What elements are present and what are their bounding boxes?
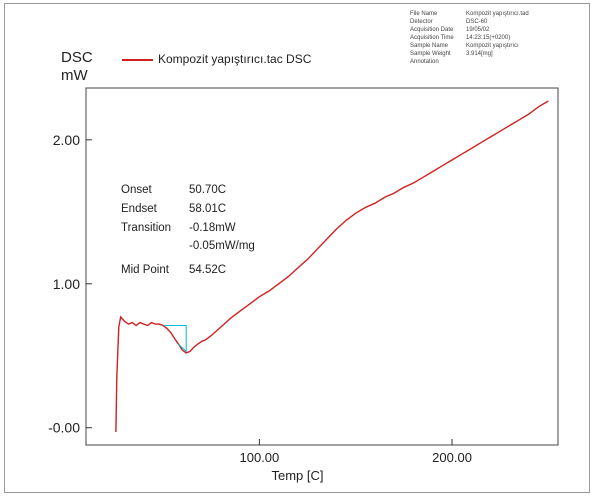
baseline-construction-line xyxy=(164,325,187,353)
transition-row-2: -0.05mW/mg xyxy=(121,237,255,254)
transition-value: -0.18mW xyxy=(189,221,236,234)
midpoint-row: Mid Point 54.52C xyxy=(121,260,255,279)
endset-label: Endset xyxy=(121,202,157,215)
chart-frame xyxy=(4,3,590,493)
endset-value: 58.01C xyxy=(189,202,227,215)
info-value: Kompozit yapıştırıcı xyxy=(466,43,519,49)
file-info-block: File Name Kompozit yapıştırıcı.tad Detect… xyxy=(410,10,529,66)
info-key: Sample Name xyxy=(410,43,449,49)
info-value: Kompozit yapıştırıcı.tad xyxy=(466,11,529,17)
info-row: Acquisition Date 19/05/02 xyxy=(410,26,529,34)
plot-area-border xyxy=(85,87,559,446)
info-row: Acquisition Time 14:23:15(+0200) xyxy=(410,34,529,42)
x-tick-label: 200.00 xyxy=(432,450,472,465)
onset-value: 50.70C xyxy=(189,183,227,196)
info-value: 3.914[mg] xyxy=(466,51,493,57)
dsc-curve xyxy=(115,100,549,433)
x-tick-label: 100.00 xyxy=(240,450,280,465)
x-axis-title: Temp [C] xyxy=(271,468,324,483)
legend-label: Kompozit yapıştırıcı.tac DSC xyxy=(158,52,312,66)
info-key: Sample Weight xyxy=(410,51,451,57)
legend-swatch xyxy=(122,59,153,61)
info-value: 19/05/02 xyxy=(466,27,490,33)
onset-label: Onset xyxy=(121,183,152,196)
y-tick-label: 1.00 xyxy=(53,276,80,292)
info-row: Sample Weight 3.914[mg] xyxy=(410,50,529,58)
transition-label: Transition xyxy=(121,221,172,234)
info-key: Detector xyxy=(410,19,433,25)
info-key: Acquisition Time xyxy=(410,35,454,41)
info-key: Acquisition Date xyxy=(410,27,454,33)
info-value: DSC-60 xyxy=(466,19,488,25)
transition-row: Transition -0.18mW xyxy=(121,218,255,237)
y-axis-unit: mW xyxy=(61,67,88,84)
y-axis-label: DSC xyxy=(61,49,93,66)
y-tick-label: 2.00 xyxy=(53,132,80,148)
endset-row: Endset 58.01C xyxy=(121,199,255,218)
peak-annotation: Onset 50.70C Endset 58.01C Transition -0.18… xyxy=(121,180,255,279)
transition-slope-value: -0.05mW/mg xyxy=(189,239,255,252)
info-key: Annotation xyxy=(410,59,439,65)
info-key: File Name xyxy=(410,11,438,17)
midpoint-value: 54.52C xyxy=(189,263,227,276)
info-row: Sample Name Kompozit yapıştırıcı xyxy=(410,42,529,50)
info-row: Detector DSC-60 xyxy=(410,18,529,26)
onset-row: Onset 50.70C xyxy=(121,180,255,199)
info-row: Annotation xyxy=(410,58,529,66)
info-row: File Name Kompozit yapıştırıcı.tad xyxy=(410,10,529,18)
info-value: 14:23:15(+0200) xyxy=(466,35,511,41)
y-tick-label: -0.00 xyxy=(48,420,80,436)
midpoint-label: Mid Point xyxy=(121,263,169,276)
